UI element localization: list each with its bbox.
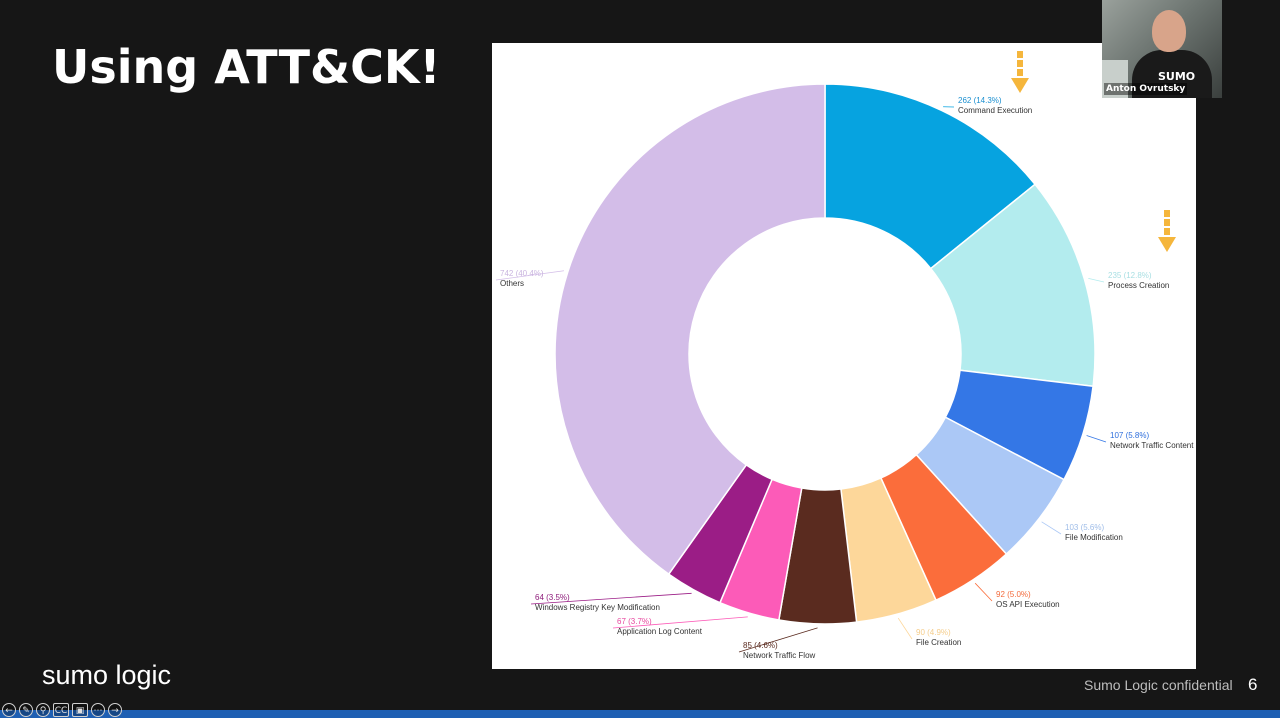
captions-icon[interactable]: CC	[53, 703, 69, 717]
slice-name-label: Windows Registry Key Modification	[535, 603, 660, 612]
slice-value-label: 103 (5.6%)	[1065, 523, 1104, 532]
slice-value-label: 235 (12.8%)	[1108, 271, 1152, 280]
leader-line	[495, 270, 565, 281]
chart-panel: 262 (14.3%) Command Execution 235 (12.8%) P…	[492, 43, 1196, 669]
slice-value-label: 85 (4.6%)	[743, 641, 778, 650]
camera-icon[interactable]: ▣	[72, 703, 88, 717]
forward-icon[interactable]: →	[108, 703, 122, 717]
back-icon[interactable]: ←	[2, 703, 16, 717]
donut-slice-command-execution[interactable]	[824, 83, 1037, 270]
down-arrow-icon	[1011, 51, 1029, 93]
slice-name-label: OS API Execution	[996, 600, 1060, 609]
footer-confidential: Sumo Logic confidential	[1084, 677, 1233, 693]
participant-name-tag: Anton Ovrutsky	[1104, 83, 1188, 95]
leader-line	[897, 617, 913, 640]
sumo-logic-logo: sumo logic	[42, 660, 172, 690]
slice-value-label: 64 (3.5%)	[535, 593, 570, 602]
zoom-icon[interactable]: ⚲	[36, 703, 50, 717]
slide-title: Using ATT&CK!	[52, 40, 441, 94]
slice-value-label: 742 (40.4%)	[500, 269, 544, 278]
presentation-toolbar: ← ✎ ⚲ CC ▣ ⋯ →	[2, 702, 122, 718]
slice-name-label: File Modification	[1065, 533, 1123, 542]
video-shirt-text: SUMO	[1158, 70, 1196, 83]
slice-name-label: Command Execution	[958, 106, 1032, 115]
video-person-head	[1152, 10, 1186, 52]
pen-icon[interactable]: ✎	[19, 703, 33, 717]
slice-name-label: Network Traffic Content	[1110, 441, 1194, 450]
more-icon[interactable]: ⋯	[91, 703, 105, 717]
leader-line	[530, 592, 692, 605]
video-person-body	[1132, 50, 1212, 98]
leader-line	[1086, 435, 1107, 443]
slice-name-label: File Creation	[916, 638, 961, 647]
down-arrow-icon	[1158, 210, 1176, 252]
slice-value-label: 90 (4.9%)	[916, 628, 951, 637]
slice-name-label: Application Log Content	[617, 627, 703, 636]
video-background-shelf	[1102, 60, 1128, 98]
donut-slice-others[interactable]	[554, 83, 826, 576]
leader-line	[974, 582, 993, 602]
slice-name-label: Network Traffic Flow	[743, 651, 816, 660]
slice-name-label: Others	[500, 279, 524, 288]
leader-line	[738, 627, 818, 653]
leader-line	[1088, 277, 1105, 283]
page-number: 6	[1248, 675, 1258, 694]
participant-video[interactable]: SUMO Anton Ovrutsky	[1102, 0, 1222, 98]
leader-line	[1041, 521, 1062, 535]
donut-chart: 262 (14.3%)Command Execution 235 (12.8%)P…	[495, 51, 1194, 660]
bottom-accent-bar	[0, 710, 1280, 718]
leader-line	[612, 616, 748, 629]
slice-name-label: Process Creation	[1108, 281, 1169, 290]
slice-value-label: 92 (5.0%)	[996, 590, 1031, 599]
slice-value-label: 67 (3.7%)	[617, 617, 652, 626]
slice-value-label: 107 (5.8%)	[1110, 431, 1149, 440]
slice-value-label: 262 (14.3%)	[958, 96, 1002, 105]
